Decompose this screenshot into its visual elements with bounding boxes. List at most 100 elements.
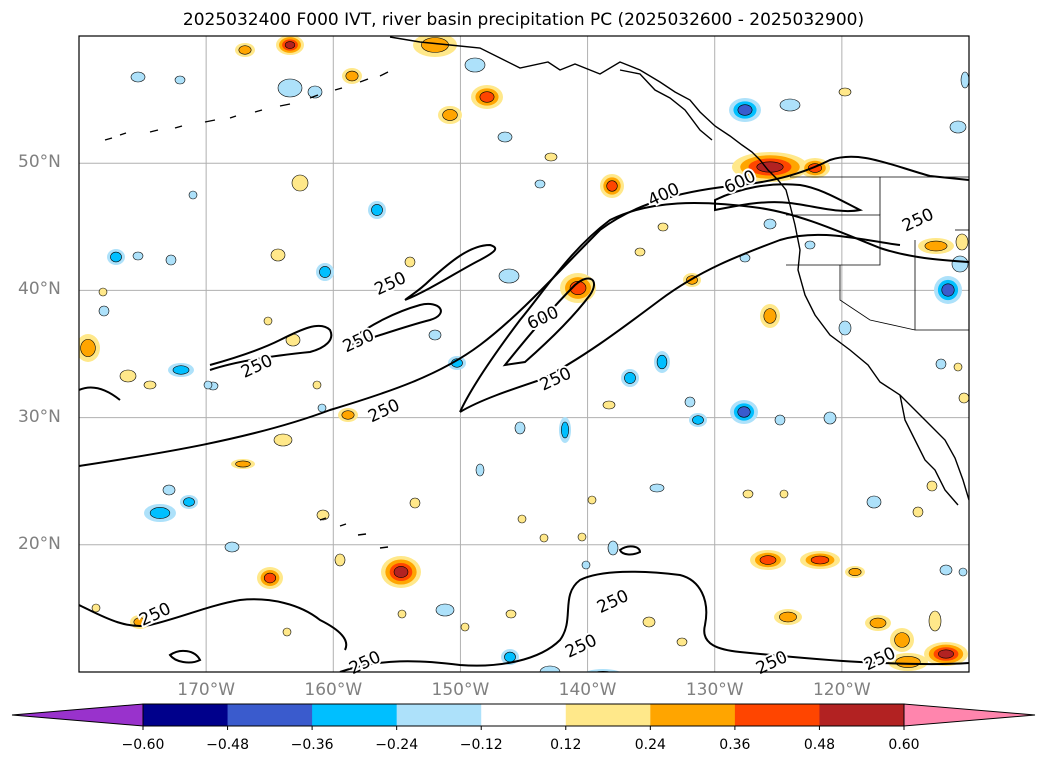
precip-cell — [534, 179, 546, 189]
precip-cell — [460, 622, 470, 632]
precip-cell — [642, 616, 656, 628]
precip-cell — [561, 421, 569, 439]
precip-cell — [634, 247, 646, 257]
precip-cell — [810, 555, 830, 565]
precip-cell — [895, 656, 921, 668]
precip-cell — [119, 369, 137, 383]
colorbar-bin — [227, 704, 313, 726]
precip-cell — [130, 71, 146, 83]
colorbar-tick-label: 0.36 — [719, 737, 751, 753]
precip-cell — [174, 75, 186, 85]
precip-cell — [935, 358, 947, 370]
precip-cell — [291, 174, 309, 192]
precip-cell — [80, 339, 96, 357]
precip-cell — [284, 41, 296, 49]
precip-cell — [404, 256, 416, 268]
colorbar-tick-label: 0.24 — [634, 737, 666, 753]
ivt-contour-label: 250 — [594, 586, 632, 618]
colorbar-bin — [565, 704, 651, 726]
lon-label: 160°W — [304, 680, 363, 700]
colorbar-tick-label: 0.48 — [803, 737, 836, 753]
precip-cell — [928, 610, 942, 632]
colorbar-tick-label: −0.60 — [121, 737, 165, 753]
colorbar-under-arrow — [11, 703, 144, 727]
precip-cell — [649, 483, 665, 493]
precip-cell — [684, 396, 696, 408]
colorbar-bin — [396, 704, 482, 726]
precip-cell — [924, 240, 948, 252]
precip-cell — [203, 380, 213, 390]
precip-cell — [282, 627, 292, 637]
precip-cell — [91, 603, 101, 613]
precip-cell — [958, 567, 968, 577]
precip-cell — [345, 70, 359, 82]
precip-cell — [581, 560, 591, 570]
precip-cell — [319, 266, 331, 278]
colorbar-bin — [650, 704, 736, 726]
precip-cell — [514, 421, 526, 435]
ivt-contour-label: 250 — [899, 205, 937, 237]
lat-label: 40°N — [18, 279, 61, 300]
precip-cell — [277, 78, 303, 98]
precip-cell — [602, 400, 616, 410]
precip-cell — [539, 533, 549, 543]
colorbar-bin — [819, 704, 905, 726]
precip-cell — [505, 609, 517, 619]
precip-cell — [517, 514, 527, 524]
precip-cell — [475, 463, 485, 477]
precip-cell — [848, 568, 862, 576]
lon-label: 170°W — [177, 680, 236, 700]
precip-cell — [804, 240, 816, 250]
precip-cell — [143, 380, 157, 390]
precip-cell — [624, 372, 636, 384]
ivt-contour-label: 250 — [537, 364, 575, 396]
colorbar-tick-label: 0.12 — [550, 737, 582, 753]
ivt-contour-label: 400 — [645, 179, 683, 211]
precip-cell — [676, 637, 688, 647]
precip-cell — [949, 120, 967, 134]
lon-label: 140°W — [558, 680, 617, 700]
precip-cell — [162, 484, 176, 496]
precip-cell — [869, 617, 887, 629]
precip-cell — [926, 480, 938, 492]
precip-cell — [960, 71, 969, 89]
lat-label: 30°N — [18, 406, 61, 427]
precip-cell — [238, 45, 252, 55]
colorbar-over-arrow — [903, 703, 1036, 727]
precip-cell — [779, 98, 801, 112]
precip-cell — [235, 460, 251, 468]
precip-cell — [763, 218, 777, 230]
precip-cell — [779, 611, 797, 623]
precip-cell — [435, 603, 455, 617]
precip-cell — [763, 308, 777, 324]
precip-cell — [428, 329, 442, 341]
precip-cell — [607, 540, 619, 556]
colorbar-tick-label: −0.36 — [290, 737, 334, 753]
precip-cell — [539, 665, 561, 672]
precip-cell — [317, 403, 327, 413]
precip-cell — [316, 509, 330, 521]
precip-cell — [951, 255, 969, 273]
precip-cell — [498, 268, 520, 284]
colorbar — [11, 703, 1036, 730]
precip-cell — [442, 109, 458, 121]
precip-cell — [172, 365, 190, 375]
precip-cell — [149, 507, 171, 519]
precip-cell — [98, 287, 108, 297]
precip-pc-field — [79, 36, 969, 672]
precip-cell — [759, 555, 777, 565]
precip-cell — [263, 572, 277, 584]
colorbar-tick-label: −0.24 — [375, 737, 419, 753]
precip-cell — [585, 669, 621, 672]
coastlines — [104, 36, 969, 549]
lat-label: 20°N — [18, 533, 61, 554]
precip-cell — [742, 489, 754, 499]
ivt-contour-label: 250 — [372, 268, 410, 300]
map-frame — [78, 35, 970, 673]
precip-cell — [953, 362, 963, 372]
colorbar-tick-label: −0.12 — [459, 737, 503, 753]
colorbar-bin — [481, 704, 567, 726]
precip-cell — [894, 632, 910, 648]
precip-cell — [479, 91, 495, 103]
